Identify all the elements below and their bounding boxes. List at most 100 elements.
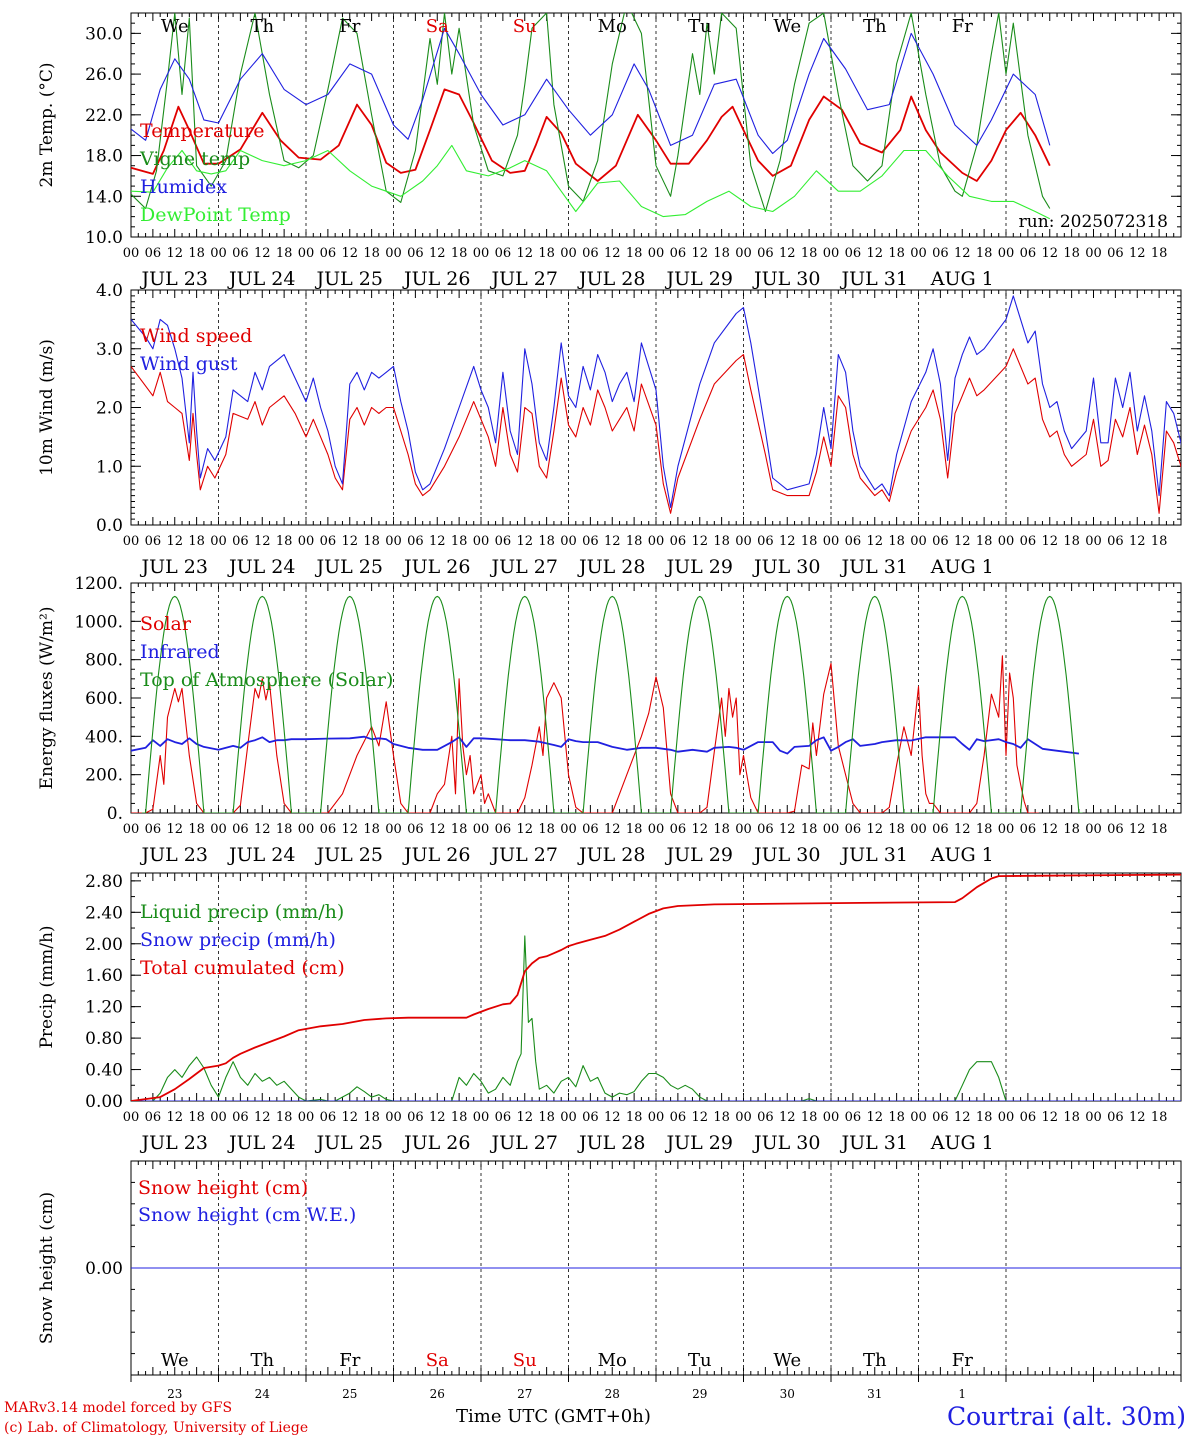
hour-tick-label: 00 <box>998 1110 1015 1125</box>
hour-tick-label: 06 <box>232 534 249 549</box>
hour-tick-label: 12 <box>1041 534 1058 549</box>
y-tick-label: 400. <box>85 727 123 747</box>
hour-tick-label: 06 <box>495 534 512 549</box>
day-number-label: 26 <box>430 1387 445 1401</box>
hour-tick-label: 18 <box>801 534 818 549</box>
day-number-label: 31 <box>867 1387 882 1401</box>
hour-tick-label: 06 <box>845 534 862 549</box>
date-label: JUL 23 <box>140 1132 208 1154</box>
legend-entry: Humidex <box>140 176 227 198</box>
hour-tick-label: 06 <box>1020 1110 1037 1125</box>
y-tick-label: 0.00 <box>85 1092 123 1112</box>
series-line <box>131 873 1181 1101</box>
hour-tick-label: 06 <box>757 1110 774 1125</box>
hour-tick-label: 18 <box>1151 822 1168 837</box>
hour-tick-label: 12 <box>1129 822 1146 837</box>
hour-tick-label: 18 <box>888 822 905 837</box>
hour-tick-label: 12 <box>954 246 971 261</box>
y-axis-label: Energy fluxes (W/m²) <box>37 607 57 790</box>
y-tick-label: 0.00 <box>85 1259 123 1279</box>
weekday-label: We <box>773 1350 801 1371</box>
hour-tick-label: 12 <box>429 822 446 837</box>
hour-tick-label: 18 <box>188 1110 205 1125</box>
hour-tick-label: 06 <box>320 1110 337 1125</box>
hour-tick-label: 18 <box>713 822 730 837</box>
hour-tick-label: 12 <box>604 534 621 549</box>
hour-tick-label: 18 <box>276 246 293 261</box>
day-number-label: 1 <box>958 1387 966 1401</box>
hour-tick-label: 12 <box>1129 1110 1146 1125</box>
day-number-label: 23 <box>167 1387 182 1401</box>
date-label: AUG 1 <box>930 268 994 290</box>
day-number-label: 27 <box>517 1387 532 1401</box>
hour-tick-label: 18 <box>538 1110 555 1125</box>
weekday-label: We <box>161 1350 189 1371</box>
hour-tick-label: 00 <box>823 534 840 549</box>
hour-tick-label: 18 <box>276 1110 293 1125</box>
hour-tick-label: 18 <box>276 822 293 837</box>
hour-tick-label: 00 <box>648 1110 665 1125</box>
x-axis-title: Time UTC (GMT+0h) <box>456 1406 651 1427</box>
hour-tick-label: 00 <box>210 246 227 261</box>
day-number-label: 25 <box>342 1387 357 1401</box>
date-label: JUL 25 <box>315 844 383 866</box>
hour-tick-label: 00 <box>998 822 1015 837</box>
hour-tick-label: 12 <box>254 822 271 837</box>
hour-tick-label: 18 <box>363 534 380 549</box>
hour-tick-label: 00 <box>998 534 1015 549</box>
hour-tick-label: 06 <box>845 822 862 837</box>
legend-entry: Solar <box>140 613 192 635</box>
hour-tick-label: 00 <box>298 534 315 549</box>
hour-tick-label: 18 <box>538 822 555 837</box>
hour-tick-label: 12 <box>779 246 796 261</box>
hour-tick-label: 00 <box>648 822 665 837</box>
date-label: JUL 27 <box>490 1132 558 1154</box>
hour-tick-label: 00 <box>385 246 402 261</box>
date-label: JUL 24 <box>227 556 295 578</box>
hour-tick-label: 06 <box>232 246 249 261</box>
legend-entry: Snow precip (mm/h) <box>140 929 336 951</box>
hour-tick-label: 18 <box>1063 1110 1080 1125</box>
hour-tick-label: 18 <box>888 1110 905 1125</box>
hour-tick-label: 12 <box>516 246 533 261</box>
weekday-label: Su <box>513 1350 537 1371</box>
hour-tick-label: 18 <box>451 822 468 837</box>
hour-tick-label: 00 <box>648 246 665 261</box>
y-tick-label: 26.0 <box>85 65 123 85</box>
date-label: JUL 27 <box>490 844 558 866</box>
hour-tick-label: 12 <box>341 246 358 261</box>
hour-tick-label: 00 <box>910 246 927 261</box>
hour-tick-label: 12 <box>779 822 796 837</box>
date-label: JUL 30 <box>752 556 820 578</box>
y-tick-label: 0.40 <box>85 1061 123 1081</box>
weekday-label: Fr <box>339 1350 360 1371</box>
series-group <box>131 13 1051 220</box>
hour-tick-label: 18 <box>276 534 293 549</box>
hour-tick-label: 00 <box>910 822 927 837</box>
date-label: AUG 1 <box>930 1132 994 1154</box>
hour-tick-label: 18 <box>888 246 905 261</box>
hour-tick-label: 06 <box>232 822 249 837</box>
hour-tick-label: 12 <box>604 822 621 837</box>
hour-tick-label: 18 <box>801 822 818 837</box>
hour-tick-label: 06 <box>407 534 424 549</box>
hour-tick-label: 00 <box>560 1110 577 1125</box>
hour-tick-label: 12 <box>516 1110 533 1125</box>
hour-tick-label: 06 <box>495 1110 512 1125</box>
date-label: JUL 31 <box>840 556 908 578</box>
hour-tick-label: 00 <box>1085 246 1102 261</box>
y-tick-label: 1.20 <box>85 998 123 1018</box>
hour-tick-label: 12 <box>166 534 183 549</box>
date-label: JUL 29 <box>665 844 733 866</box>
date-label: JUL 23 <box>140 844 208 866</box>
hour-tick-label: 06 <box>932 822 949 837</box>
hour-tick-label: 06 <box>582 822 599 837</box>
hour-tick-label: 00 <box>1085 1110 1102 1125</box>
hour-tick-label: 06 <box>670 534 687 549</box>
legend-entry: Wind gust <box>140 353 238 375</box>
legend-entry: Wind speed <box>140 325 252 347</box>
y-axis-label: Snow height (cm) <box>37 1192 57 1344</box>
y-axis-label: Precip (mm/h) <box>37 925 57 1048</box>
hour-tick-label: 00 <box>123 534 140 549</box>
hour-tick-label: 06 <box>495 246 512 261</box>
